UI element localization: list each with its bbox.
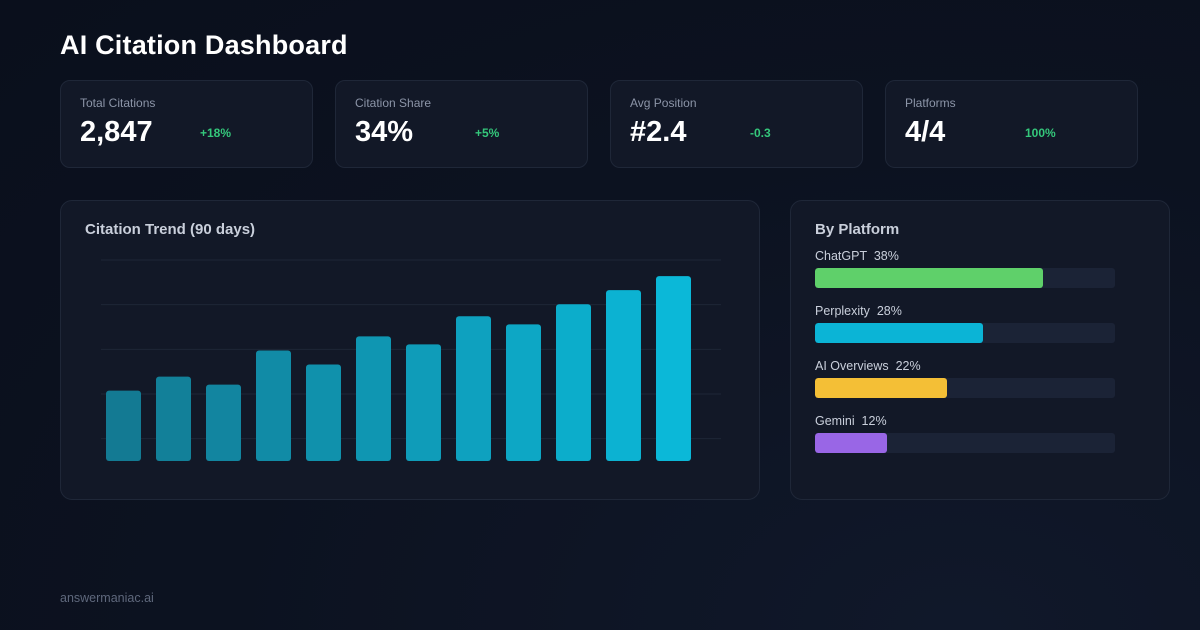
page-title: AI Citation Dashboard (60, 30, 348, 60)
platform-name: Perplexity (815, 304, 870, 318)
platform-name: Gemini (815, 414, 855, 428)
kpi-label: Total Citations (80, 96, 156, 110)
platform-bar-track (815, 268, 1115, 288)
kpi-row: Total Citations 2,847 +18% Citation Shar… (60, 80, 1140, 170)
platform-percent: 22% (895, 359, 921, 373)
platform-row-perplexity: Perplexity 28% (815, 304, 1115, 346)
kpi-label: Avg Position (630, 96, 697, 110)
trend-title: Citation Trend (90 days) (85, 221, 256, 238)
chart-bar (556, 304, 591, 461)
kpi-delta: 100% (1025, 126, 1056, 140)
kpi-delta: +5% (475, 126, 500, 140)
kpi-value: #2.4 (630, 116, 687, 148)
chart-bar (456, 316, 491, 461)
platform-label: ChatGPT 38% (815, 249, 899, 263)
kpi-card-platforms: Platforms 4/4 100% (885, 80, 1138, 168)
platform-label: AI Overviews 22% (815, 359, 921, 373)
platform-row-gemini: Gemini 12% (815, 414, 1115, 456)
platform-bar-fill (815, 378, 947, 398)
platform-bar-fill (815, 323, 983, 343)
kpi-label: Citation Share (355, 96, 432, 110)
kpi-card-avg-position: Avg Position #2.4 -0.3 (610, 80, 863, 168)
kpi-card-total-citations: Total Citations 2,847 +18% (60, 80, 313, 168)
kpi-value: 2,847 (80, 116, 153, 148)
platform-percent: 28% (876, 304, 902, 318)
chart-bar (256, 350, 291, 461)
citation-trend-panel: Citation Trend (90 days) (60, 200, 760, 500)
citation-trend-chart (101, 259, 721, 461)
chart-bar (206, 384, 241, 461)
footer-brand: answermaniac.ai (60, 591, 154, 605)
kpi-value: 4/4 (905, 116, 946, 148)
kpi-label: Platforms (905, 96, 956, 110)
platform-percent: 12% (861, 414, 887, 428)
platform-bar-track (815, 433, 1115, 453)
platform-title: By Platform (815, 221, 900, 238)
platform-percent: 38% (873, 249, 899, 263)
chart-bar (106, 390, 141, 461)
kpi-value: 34% (355, 116, 414, 148)
chart-bar (406, 344, 441, 461)
platform-label: Gemini 12% (815, 414, 887, 428)
platform-row-chatgpt: ChatGPT 38% (815, 249, 1115, 291)
platform-bar-track (815, 378, 1115, 398)
platform-name: AI Overviews (815, 359, 889, 373)
chart-bar (306, 364, 341, 461)
by-platform-panel: By Platform ChatGPT 38% Perplexity 28% A… (790, 200, 1170, 500)
kpi-card-citation-share: Citation Share 34% +5% (335, 80, 588, 168)
chart-bar (356, 336, 391, 461)
kpi-delta: +18% (200, 126, 232, 140)
chart-bar (656, 276, 691, 461)
platform-bar-track (815, 323, 1115, 343)
kpi-delta: -0.3 (750, 126, 771, 140)
platform-name: ChatGPT (815, 249, 867, 263)
platform-label: Perplexity 28% (815, 304, 902, 318)
platform-bar-fill (815, 433, 887, 453)
chart-bar (606, 290, 641, 461)
platform-bar-fill (815, 268, 1043, 288)
platform-row-ai-overviews: AI Overviews 22% (815, 359, 1115, 401)
chart-bar (156, 376, 191, 461)
chart-bar (506, 324, 541, 461)
